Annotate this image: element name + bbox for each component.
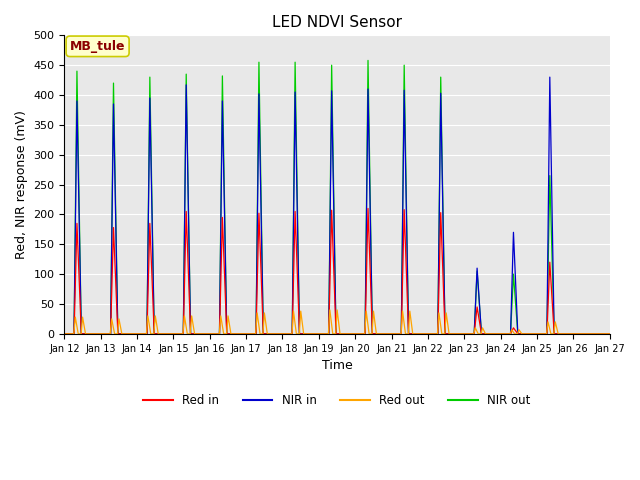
Legend: Red in, NIR in, Red out, NIR out: Red in, NIR in, Red out, NIR out [139, 389, 536, 411]
Red out [606, 331, 614, 336]
NIR in [269, 331, 277, 336]
Line: Red out: Red out [65, 310, 610, 334]
Red out [155, 331, 163, 336]
Red in [536, 331, 544, 336]
NIR in [155, 331, 163, 336]
Line: NIR in: NIR in [65, 77, 610, 334]
NIR out [606, 331, 614, 336]
Line: Red in: Red in [65, 208, 610, 334]
Red in [595, 331, 603, 336]
Red out [595, 331, 603, 336]
NIR in [606, 331, 614, 336]
Red in [155, 331, 163, 336]
Red in [269, 331, 277, 336]
NIR out [293, 184, 301, 190]
Text: MB_tule: MB_tule [70, 40, 125, 53]
NIR out [61, 331, 68, 336]
Y-axis label: Red, NIR response (mV): Red, NIR response (mV) [15, 110, 28, 259]
Red in [61, 331, 68, 336]
NIR in [293, 200, 301, 206]
Red out [326, 307, 333, 313]
Red in [606, 331, 614, 336]
X-axis label: Time: Time [322, 359, 353, 372]
Red out [61, 331, 68, 336]
NIR out [123, 331, 131, 336]
Red out [269, 331, 277, 336]
Red in [364, 205, 372, 211]
NIR out [269, 331, 277, 336]
NIR out [595, 331, 603, 336]
NIR in [536, 331, 544, 336]
NIR out [536, 331, 544, 336]
NIR in [123, 331, 131, 336]
Red out [536, 331, 544, 336]
NIR in [61, 331, 68, 336]
Title: LED NDVI Sensor: LED NDVI Sensor [272, 15, 402, 30]
Red in [123, 331, 131, 336]
Red out [293, 331, 301, 336]
NIR in [546, 74, 554, 80]
NIR in [595, 331, 603, 336]
Red out [123, 331, 131, 336]
NIR out [155, 331, 163, 336]
Red in [293, 264, 301, 270]
Line: NIR out: NIR out [65, 60, 610, 334]
NIR out [364, 58, 372, 63]
